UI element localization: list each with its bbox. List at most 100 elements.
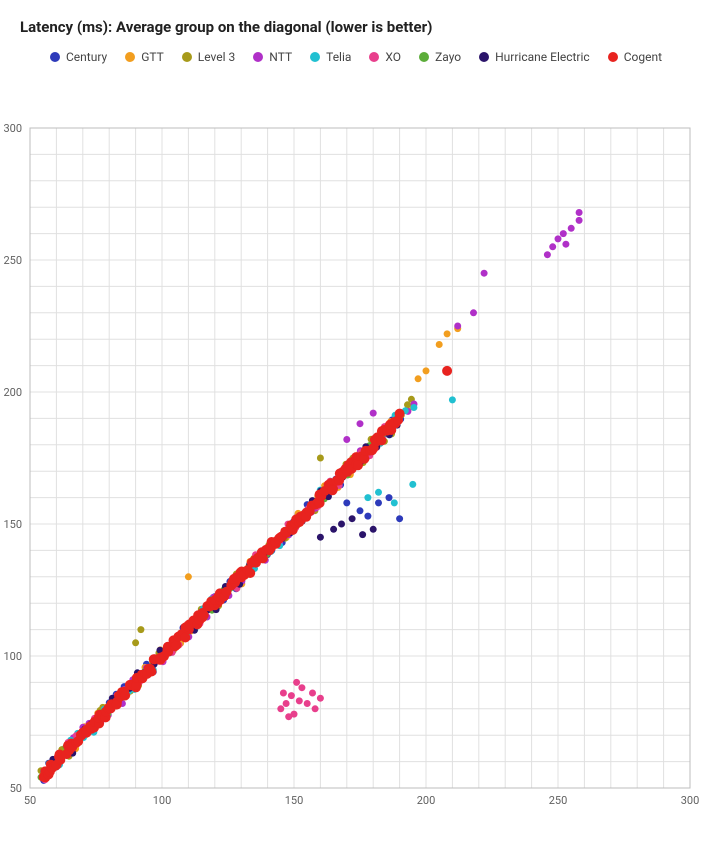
legend-swatch [50, 52, 60, 62]
data-point [312, 705, 319, 712]
data-point [245, 568, 255, 578]
legend-label: Level 3 [198, 50, 236, 64]
x-tick-label: 300 [681, 794, 700, 807]
legend-item: Cogent [608, 50, 662, 64]
legend-swatch [479, 52, 489, 62]
legend-swatch [125, 52, 135, 62]
data-point [364, 513, 371, 520]
data-point [285, 713, 292, 720]
data-point [293, 679, 300, 686]
legend-item: Level 3 [182, 50, 236, 64]
data-point [172, 640, 182, 650]
data-point [555, 235, 562, 242]
data-point [328, 485, 338, 495]
legend-swatch [253, 52, 263, 62]
data-point [137, 626, 144, 633]
y-tick-label: 200 [3, 386, 22, 399]
data-point [576, 217, 583, 224]
legend-label: Hurricane Electric [495, 50, 590, 64]
data-point [364, 494, 371, 501]
data-point [396, 515, 403, 522]
legend-label: NTT [269, 50, 292, 64]
legend-swatch [419, 52, 429, 62]
x-tick-label: 100 [153, 794, 172, 807]
chart-title: Latency (ms): Average group on the diago… [20, 18, 689, 36]
data-point [423, 367, 430, 374]
x-tick-label: 250 [549, 794, 568, 807]
data-point [395, 409, 405, 419]
y-tick-label: 150 [3, 518, 22, 531]
data-point [370, 410, 377, 417]
legend: Century GTT Level 3 NTT Telia XO Zayo Hurricane… [20, 40, 689, 64]
data-point [449, 396, 456, 403]
legend-label: XO [385, 50, 401, 64]
data-point [454, 323, 461, 330]
data-point [560, 230, 567, 237]
y-tick-label: 50 [10, 782, 22, 795]
x-tick-label: 200 [417, 794, 436, 807]
data-point [277, 705, 284, 712]
data-point [298, 684, 305, 691]
data-point [343, 436, 350, 443]
data-point [199, 610, 209, 620]
data-point [481, 270, 488, 277]
series-cogent [39, 366, 453, 782]
data-point [375, 489, 382, 496]
data-point [357, 420, 364, 427]
legend-item: XO [369, 50, 401, 64]
data-point [410, 404, 417, 411]
data-point [147, 667, 157, 677]
legend-swatch [369, 52, 379, 62]
legend-label: Century [66, 50, 107, 64]
data-point [283, 700, 290, 707]
legend-item: Hurricane Electric [479, 50, 590, 64]
legend-item: Century [50, 50, 107, 64]
data-point [549, 243, 556, 250]
data-point [386, 494, 393, 501]
data-point [357, 507, 364, 514]
legend-label: GTT [141, 50, 164, 64]
data-point [317, 695, 324, 702]
y-tick-label: 300 [3, 122, 22, 135]
data-point [359, 531, 366, 538]
y-tick-label: 250 [3, 254, 22, 267]
data-point [415, 375, 422, 382]
data-point [370, 526, 377, 533]
data-point [375, 499, 382, 506]
data-point [562, 241, 569, 248]
x-tick-label: 150 [285, 794, 304, 807]
data-point [544, 251, 551, 258]
data-point [349, 515, 356, 522]
data-point [304, 700, 311, 707]
data-point [338, 521, 345, 528]
y-tick-label: 100 [3, 650, 22, 663]
data-point [377, 436, 387, 446]
data-point [470, 309, 477, 316]
data-point [120, 690, 130, 700]
data-point [309, 690, 316, 697]
data-point [576, 209, 583, 216]
data-point [185, 573, 192, 580]
legend-swatch [182, 52, 192, 62]
legend-swatch [310, 52, 320, 62]
data-point [442, 366, 452, 376]
legend-label: Telia [326, 50, 351, 64]
data-point [436, 341, 443, 348]
legend-item: NTT [253, 50, 292, 64]
data-point [444, 330, 451, 337]
data-point [343, 499, 350, 506]
data-point [317, 534, 324, 541]
legend-label: Cogent [624, 50, 662, 64]
data-point [568, 225, 575, 232]
data-point [296, 697, 303, 704]
data-point [132, 639, 139, 646]
data-point [409, 481, 416, 488]
data-point [330, 526, 337, 533]
x-tick-label: 50 [24, 794, 36, 807]
legend-item: GTT [125, 50, 164, 64]
legend-swatch [608, 52, 618, 62]
legend-item: Telia [310, 50, 351, 64]
legend-item: Zayo [419, 50, 461, 64]
data-point [391, 499, 398, 506]
data-point [317, 455, 324, 462]
